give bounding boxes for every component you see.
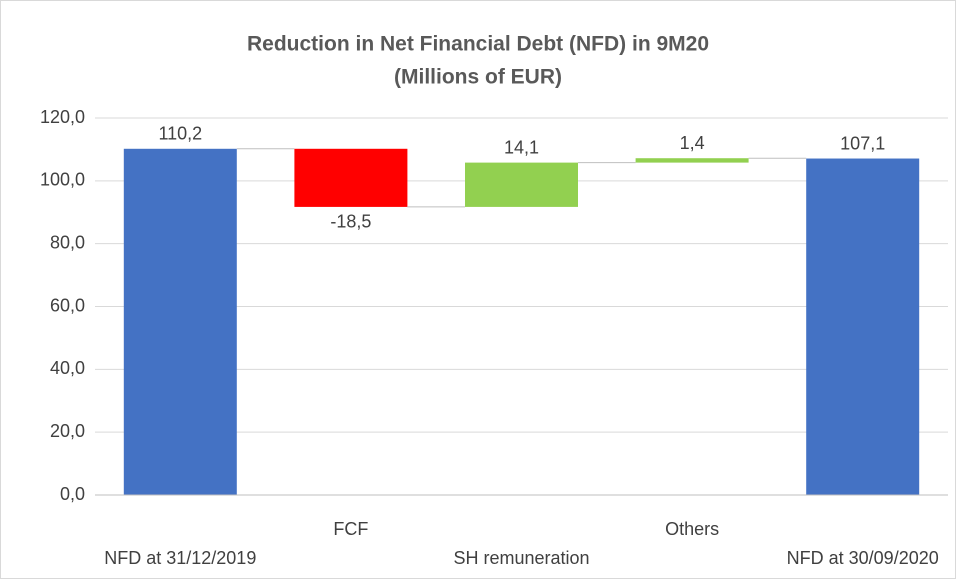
- bar: [294, 148, 408, 207]
- x-tick-label: NFD at 31/12/2019: [104, 548, 256, 568]
- chart-title: Reduction in Net Financial Debt (NFD) in…: [247, 33, 709, 56]
- x-tick-label: NFD at 30/09/2020: [787, 548, 939, 568]
- y-tick-label: 40,0: [50, 358, 85, 378]
- y-tick-label: 20,0: [50, 421, 85, 441]
- data-label: 14,1: [504, 137, 539, 157]
- bar: [123, 148, 237, 495]
- data-label: 107,1: [840, 133, 885, 153]
- bar: [635, 158, 749, 163]
- bar: [806, 158, 920, 495]
- y-tick-label: 60,0: [50, 295, 85, 315]
- data-label: 110,2: [158, 124, 202, 144]
- chart-subtitle: (Millions of EUR): [394, 66, 562, 89]
- y-tick-label: 0,0: [60, 484, 85, 504]
- y-tick-label: 80,0: [50, 232, 85, 252]
- x-tick-label: Others: [665, 519, 719, 539]
- x-tick-label: FCF: [333, 519, 368, 539]
- y-tick-label: 100,0: [40, 170, 85, 190]
- y-tick-label: 120,0: [40, 107, 85, 127]
- bar: [465, 162, 578, 207]
- x-tick-label: SH remuneration: [453, 548, 589, 568]
- data-label: 1,4: [680, 133, 705, 153]
- data-label: -18,5: [330, 212, 371, 232]
